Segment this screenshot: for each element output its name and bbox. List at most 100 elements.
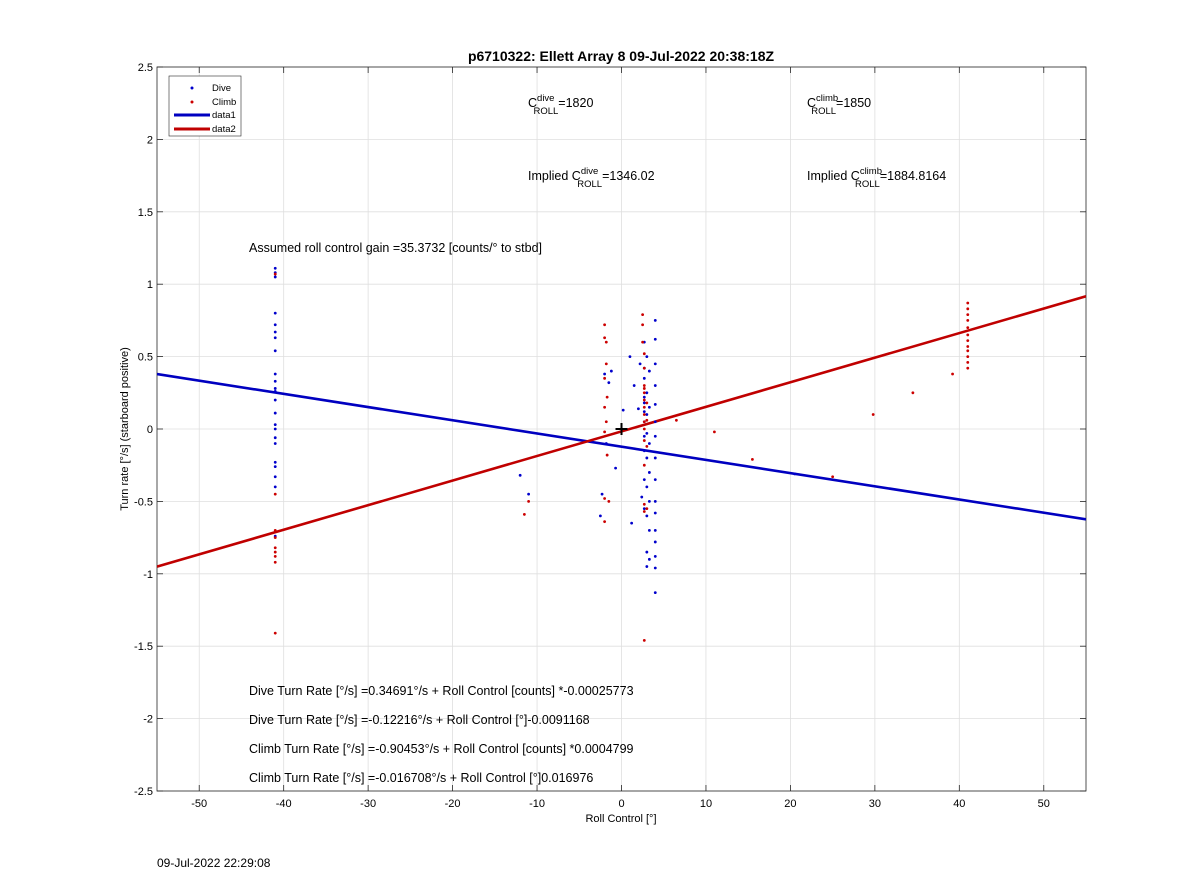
climb-point bbox=[603, 497, 607, 500]
y-tick-label: -2.5 bbox=[134, 786, 153, 798]
climb-point bbox=[605, 395, 609, 399]
climb-point bbox=[641, 313, 645, 317]
climb-equation-counts: Climb Turn Rate [°/s] =-0.90453°/s + Rol… bbox=[249, 742, 634, 756]
climb-point bbox=[642, 427, 646, 431]
dive-point bbox=[603, 372, 607, 376]
dive-point bbox=[273, 460, 277, 464]
legend-climb-label: Climb bbox=[212, 97, 236, 108]
dive-point bbox=[273, 311, 277, 315]
climb-point bbox=[641, 340, 645, 344]
dive-point bbox=[638, 362, 642, 366]
climb-point bbox=[604, 340, 608, 344]
climb-point bbox=[642, 502, 646, 506]
dive-equation-degrees: Dive Turn Rate [°/s] =-0.12216°/s + Roll… bbox=[249, 713, 590, 727]
climb-point bbox=[273, 272, 277, 276]
climb-point bbox=[966, 366, 970, 370]
dive-point bbox=[647, 557, 651, 561]
dive-point bbox=[642, 395, 646, 399]
dive-point bbox=[273, 485, 277, 489]
dive-point bbox=[273, 372, 277, 376]
climb-point bbox=[603, 405, 607, 409]
dive-point bbox=[273, 389, 277, 393]
dive-point bbox=[645, 514, 649, 518]
climb-point bbox=[642, 384, 646, 387]
climb-point bbox=[642, 398, 646, 402]
climb-point bbox=[642, 387, 646, 390]
climb-point bbox=[951, 372, 954, 376]
climb-point bbox=[911, 391, 915, 395]
x-tick-label: 10 bbox=[700, 798, 712, 810]
climb-point bbox=[966, 326, 970, 330]
print-timestamp: 09-Jul-2022 22:29:08 bbox=[157, 856, 271, 870]
x-tick-label: -50 bbox=[191, 798, 207, 810]
dive-point bbox=[642, 434, 646, 438]
climb-point bbox=[273, 555, 277, 558]
climb-point bbox=[642, 405, 646, 409]
axis-ticks: -50 -40 -30 -20 -10 0 10 20 30 40 50-2.5-2-1.5-1-0… bbox=[134, 62, 1086, 810]
dive-point bbox=[647, 369, 651, 373]
climb-point bbox=[713, 430, 716, 434]
climb-point bbox=[966, 313, 970, 317]
x-axis-label: Roll Control [°] bbox=[585, 813, 656, 825]
chart-title: p6710322: Ellett Array 8 09-Jul-2022 20:… bbox=[468, 48, 775, 64]
y-tick-label: -0.5 bbox=[134, 496, 153, 508]
dive-point bbox=[653, 319, 657, 322]
dive-point bbox=[273, 387, 277, 390]
x-tick-label: 40 bbox=[953, 798, 965, 810]
climb-point bbox=[642, 463, 646, 467]
climb-point bbox=[603, 323, 607, 327]
climb-point bbox=[607, 500, 611, 503]
dive-point bbox=[653, 528, 657, 532]
dive-equation-counts: Dive Turn Rate [°/s] =0.34691°/s + Roll … bbox=[249, 684, 634, 698]
c-dive-annotation: Cdive ROLL=1820 bbox=[528, 93, 593, 117]
dive-point bbox=[642, 507, 646, 511]
dive-point bbox=[642, 376, 646, 380]
climb-equation-degrees: Climb Turn Rate [°/s] =-0.016708°/s + Ro… bbox=[249, 771, 593, 785]
dive-point bbox=[630, 521, 634, 525]
climb-point bbox=[871, 413, 875, 416]
dive-point bbox=[645, 485, 649, 489]
x-tick-label: 50 bbox=[1038, 798, 1050, 810]
climb-point bbox=[642, 510, 646, 513]
x-tick-label: -40 bbox=[276, 798, 292, 810]
dive-point bbox=[273, 442, 277, 445]
legend-dive-label: Dive bbox=[212, 83, 231, 94]
dive-point bbox=[647, 528, 651, 532]
dive-point bbox=[653, 456, 657, 460]
climb-point bbox=[966, 345, 970, 348]
dive-point bbox=[653, 555, 657, 558]
dive-point bbox=[647, 471, 651, 474]
legend-box bbox=[168, 75, 242, 137]
climb-point bbox=[603, 520, 607, 524]
climb-point bbox=[642, 639, 646, 642]
dive-point bbox=[273, 379, 277, 383]
c-climb-annotation: Cclimb ROLL=1850 bbox=[807, 93, 871, 117]
y-tick-label: 1 bbox=[147, 279, 153, 291]
climb-point bbox=[966, 301, 970, 305]
climb-point bbox=[273, 546, 277, 550]
dive-point bbox=[273, 423, 277, 427]
dive-point bbox=[632, 384, 636, 387]
y-tick-label: 2 bbox=[147, 134, 153, 146]
dive-point bbox=[645, 431, 649, 435]
climb-point bbox=[645, 418, 649, 422]
climb-point bbox=[645, 401, 649, 405]
origin-marker bbox=[615, 423, 628, 435]
dive-point bbox=[645, 565, 649, 568]
climb-point bbox=[273, 528, 277, 532]
climb-point bbox=[641, 323, 645, 327]
climb-point bbox=[966, 355, 970, 358]
dive-point bbox=[653, 337, 657, 341]
dive-point bbox=[273, 323, 277, 327]
data-points bbox=[273, 266, 970, 642]
dive-point bbox=[640, 495, 644, 499]
legend-data2-label: data2 bbox=[212, 124, 236, 135]
climb-point bbox=[603, 376, 607, 380]
climb-point bbox=[605, 453, 609, 457]
dive-point bbox=[642, 410, 646, 414]
dive-point bbox=[645, 550, 649, 554]
dive-point bbox=[273, 427, 277, 431]
dive-point bbox=[273, 330, 277, 334]
dive-point bbox=[645, 355, 649, 358]
